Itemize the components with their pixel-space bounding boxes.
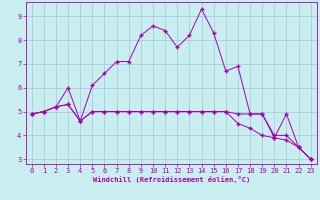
- X-axis label: Windchill (Refroidissement éolien,°C): Windchill (Refroidissement éolien,°C): [92, 176, 250, 183]
